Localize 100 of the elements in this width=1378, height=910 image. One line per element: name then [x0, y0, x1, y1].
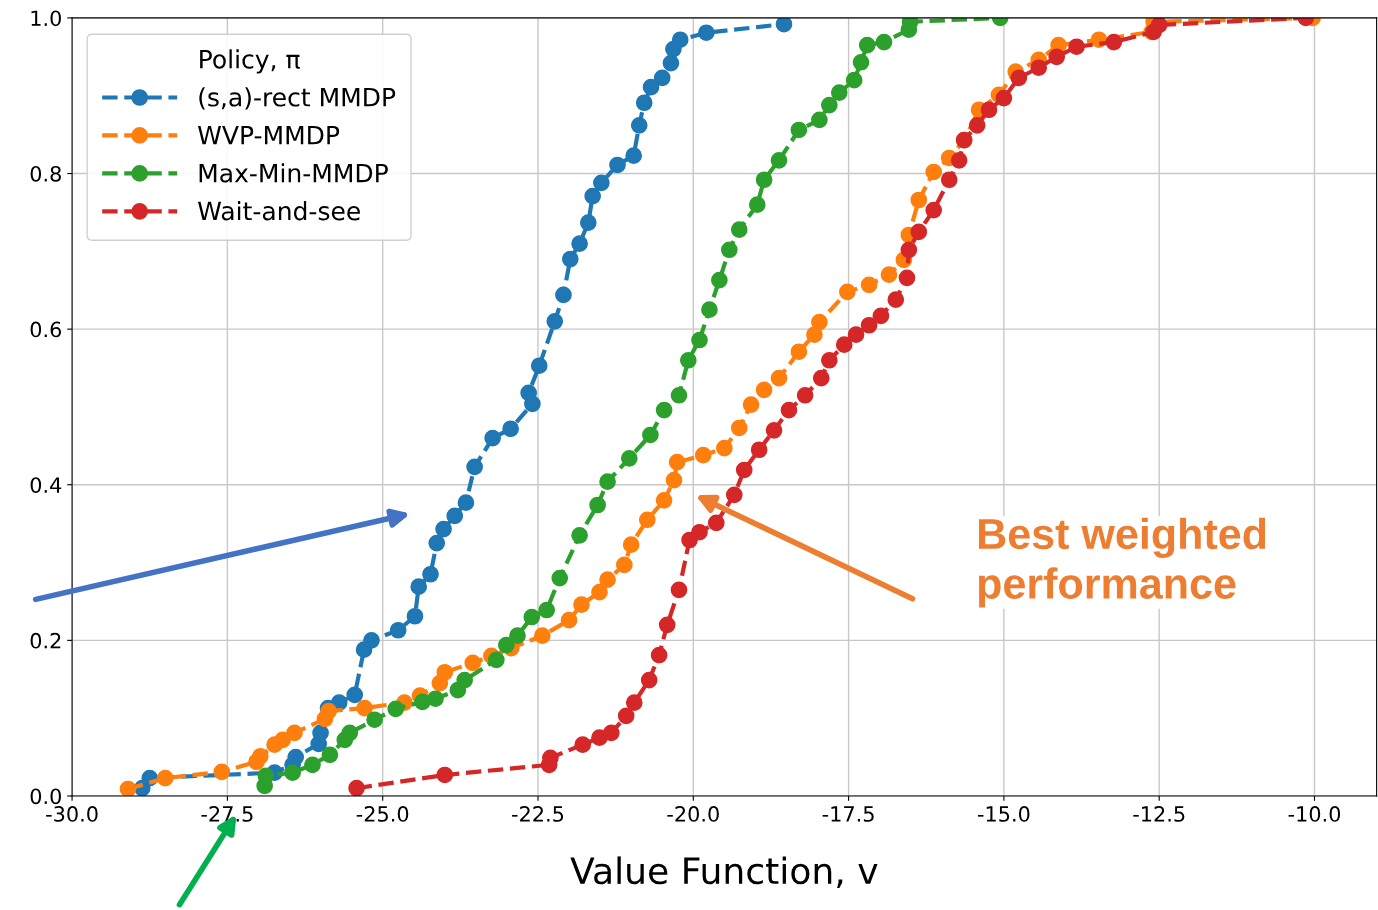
point: [456, 671, 474, 689]
x-tick-label: -12.5: [1133, 806, 1185, 822]
point: [730, 419, 748, 437]
point: [523, 608, 541, 626]
point: [427, 690, 444, 708]
y-tick-label: 0.2: [30, 632, 61, 649]
point: [748, 196, 766, 213]
point: [213, 763, 231, 781]
point: [571, 235, 588, 252]
point: [755, 381, 773, 399]
point: [887, 291, 905, 308]
point: [811, 313, 828, 331]
point: [1048, 48, 1066, 66]
point: [497, 636, 515, 654]
point: [304, 756, 321, 774]
point: [670, 581, 688, 599]
point: [845, 71, 863, 89]
point: [995, 89, 1013, 107]
point: [406, 607, 424, 625]
point: [725, 486, 743, 504]
point: [156, 769, 174, 787]
point: [589, 496, 606, 514]
point: [691, 331, 708, 349]
point: [694, 446, 712, 464]
x-tick-label: -30.0: [46, 806, 98, 822]
point: [602, 724, 620, 742]
point: [720, 241, 738, 259]
point: [811, 111, 828, 129]
point: [251, 747, 269, 765]
point: [366, 711, 383, 729]
point: [642, 78, 660, 96]
point: [820, 96, 838, 114]
point: [691, 523, 708, 541]
x-axis-title: Value Function, v: [570, 856, 878, 889]
point: [940, 171, 958, 189]
point: [389, 621, 407, 639]
x-tick-label: -22.5: [512, 806, 564, 822]
point: [630, 116, 648, 134]
point: [1068, 38, 1085, 56]
point: [662, 54, 680, 72]
point: [593, 174, 610, 192]
y-tick-label: 0.0: [30, 788, 61, 805]
point: [665, 471, 683, 489]
point: [635, 94, 653, 112]
point: [410, 578, 428, 596]
point: [1030, 59, 1048, 77]
point: [591, 583, 608, 601]
point: [286, 724, 303, 742]
point: [509, 627, 526, 645]
point: [670, 386, 688, 404]
point: [571, 526, 588, 544]
point: [1105, 33, 1123, 51]
point: [875, 33, 893, 51]
point: [655, 491, 673, 509]
point: [312, 724, 329, 742]
point: [655, 401, 673, 419]
y-tick-label: 0.4: [30, 477, 62, 493]
point: [968, 116, 986, 134]
point: [560, 611, 578, 629]
point: [735, 461, 753, 479]
point: [555, 286, 572, 304]
point: [435, 520, 452, 538]
point: [502, 420, 519, 438]
point: [750, 441, 768, 459]
point: [363, 632, 380, 649]
point: [599, 571, 616, 589]
legend-label: Max-Min-MMDP: [199, 163, 388, 183]
point: [466, 458, 483, 476]
point: [464, 654, 482, 672]
point: [321, 746, 339, 764]
point: [716, 439, 733, 457]
point: [520, 384, 537, 402]
point: [620, 449, 638, 467]
point: [530, 357, 548, 375]
legend-label: WVP-MMDP: [198, 125, 340, 145]
point: [1150, 17, 1168, 34]
point: [790, 121, 808, 139]
point: [638, 511, 656, 529]
point: [609, 156, 626, 174]
point: [650, 646, 668, 664]
point: [457, 494, 475, 511]
legend-label: Wait-and-see: [198, 201, 360, 221]
point: [287, 748, 305, 766]
point: [775, 17, 793, 33]
point: [830, 84, 848, 101]
point: [617, 707, 635, 725]
point: [640, 671, 658, 689]
point: [653, 69, 671, 87]
point: [860, 316, 878, 334]
x-tick-label: -27.5: [201, 806, 253, 822]
point: [701, 301, 718, 319]
point: [346, 686, 364, 704]
point: [615, 556, 633, 574]
point: [742, 396, 760, 413]
x-tick-label: -17.5: [822, 806, 874, 822]
point: [546, 313, 564, 330]
point: [428, 534, 446, 552]
legend-label: (s,a)-rect MMDP: [199, 87, 396, 110]
point: [356, 699, 373, 717]
point: [925, 201, 943, 219]
